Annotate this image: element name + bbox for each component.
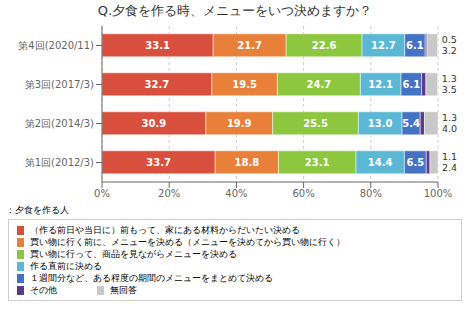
svg-text:100%: 100% (424, 188, 453, 199)
svg-text:1.1: 1.1 (442, 151, 457, 162)
svg-text:第3回(2017/3): 第3回(2017/3) (25, 79, 94, 90)
svg-text:第1回(2012/3): 第1回(2012/3) (25, 157, 94, 168)
html-text:買い物に行く前に、メニューを決める（メニューを決めてから買い: 買い物に行く前に、メニューを決める（メニューを決めてから買い物に行く） (30, 237, 345, 247)
html-text:（作る前日や当日に）前もって、家にある材料からだいたい決める: （作る前日や当日に）前もって、家にある材料からだいたい決める (30, 225, 300, 235)
svg-text:80%: 80% (360, 188, 382, 199)
svg-text:12.7: 12.7 (371, 40, 396, 51)
svg-text:19.5: 19.5 (232, 79, 257, 90)
html-text:作る直前に決める: 作る直前に決める (30, 261, 102, 271)
svg-text:6.5: 6.5 (406, 157, 424, 168)
svg-text:40%: 40% (225, 188, 247, 199)
html-text:無回答: 無回答 (110, 285, 137, 295)
html-text:１週間分など、ある程度の期間のメニューをまとめて決める: １週間分など、ある程度の期間のメニューをまとめて決める (30, 273, 273, 283)
svg-text:3.2: 3.2 (442, 45, 457, 56)
svg-text:6.1: 6.1 (402, 79, 420, 90)
svg-text:6.1: 6.1 (406, 40, 424, 51)
svg-text:2.4: 2.4 (442, 162, 457, 173)
svg-text:23.1: 23.1 (305, 157, 330, 168)
svg-text:1.3: 1.3 (442, 73, 457, 84)
svg-text:24.7: 24.7 (307, 79, 332, 90)
svg-text:20%: 20% (158, 188, 180, 199)
svg-text:3.5: 3.5 (442, 84, 457, 95)
svg-text:第2回(2014/3): 第2回(2014/3) (25, 118, 94, 129)
svg-text:25.5: 25.5 (303, 118, 328, 129)
svg-text:第4回(2020/11): 第4回(2020/11) (18, 40, 94, 51)
html-text:その他: その他 (30, 285, 57, 295)
svg-text:12.1: 12.1 (368, 79, 393, 90)
svg-text:21.7: 21.7 (237, 40, 262, 51)
svg-text:14.4: 14.4 (368, 157, 393, 168)
html-text:買い物に行って、商品を見ながらメニューを決める: 買い物に行って、商品を見ながらメニューを決める (30, 249, 237, 259)
svg-text:0%: 0% (94, 188, 110, 199)
svg-text:1.3: 1.3 (442, 112, 457, 123)
svg-text:5.4: 5.4 (402, 118, 420, 129)
svg-text:4.0: 4.0 (442, 123, 457, 134)
svg-text:19.9: 19.9 (227, 118, 252, 129)
html-text:：夕食を作る人: ：夕食を作る人 (6, 205, 69, 215)
svg-text:60%: 60% (292, 188, 314, 199)
svg-text:13.0: 13.0 (368, 118, 393, 129)
svg-text:0.5: 0.5 (442, 34, 457, 45)
svg-text:22.6: 22.6 (312, 40, 337, 51)
svg-text:32.7: 32.7 (145, 79, 170, 90)
svg-text:18.8: 18.8 (234, 157, 259, 168)
html-text:Q.夕食を作る時、メニューをいつ決めますか？: Q.夕食を作る時、メニューをいつ決めますか？ (97, 3, 373, 18)
svg-text:33.7: 33.7 (146, 157, 171, 168)
svg-text:30.9: 30.9 (142, 118, 167, 129)
svg-text:33.1: 33.1 (145, 40, 170, 51)
